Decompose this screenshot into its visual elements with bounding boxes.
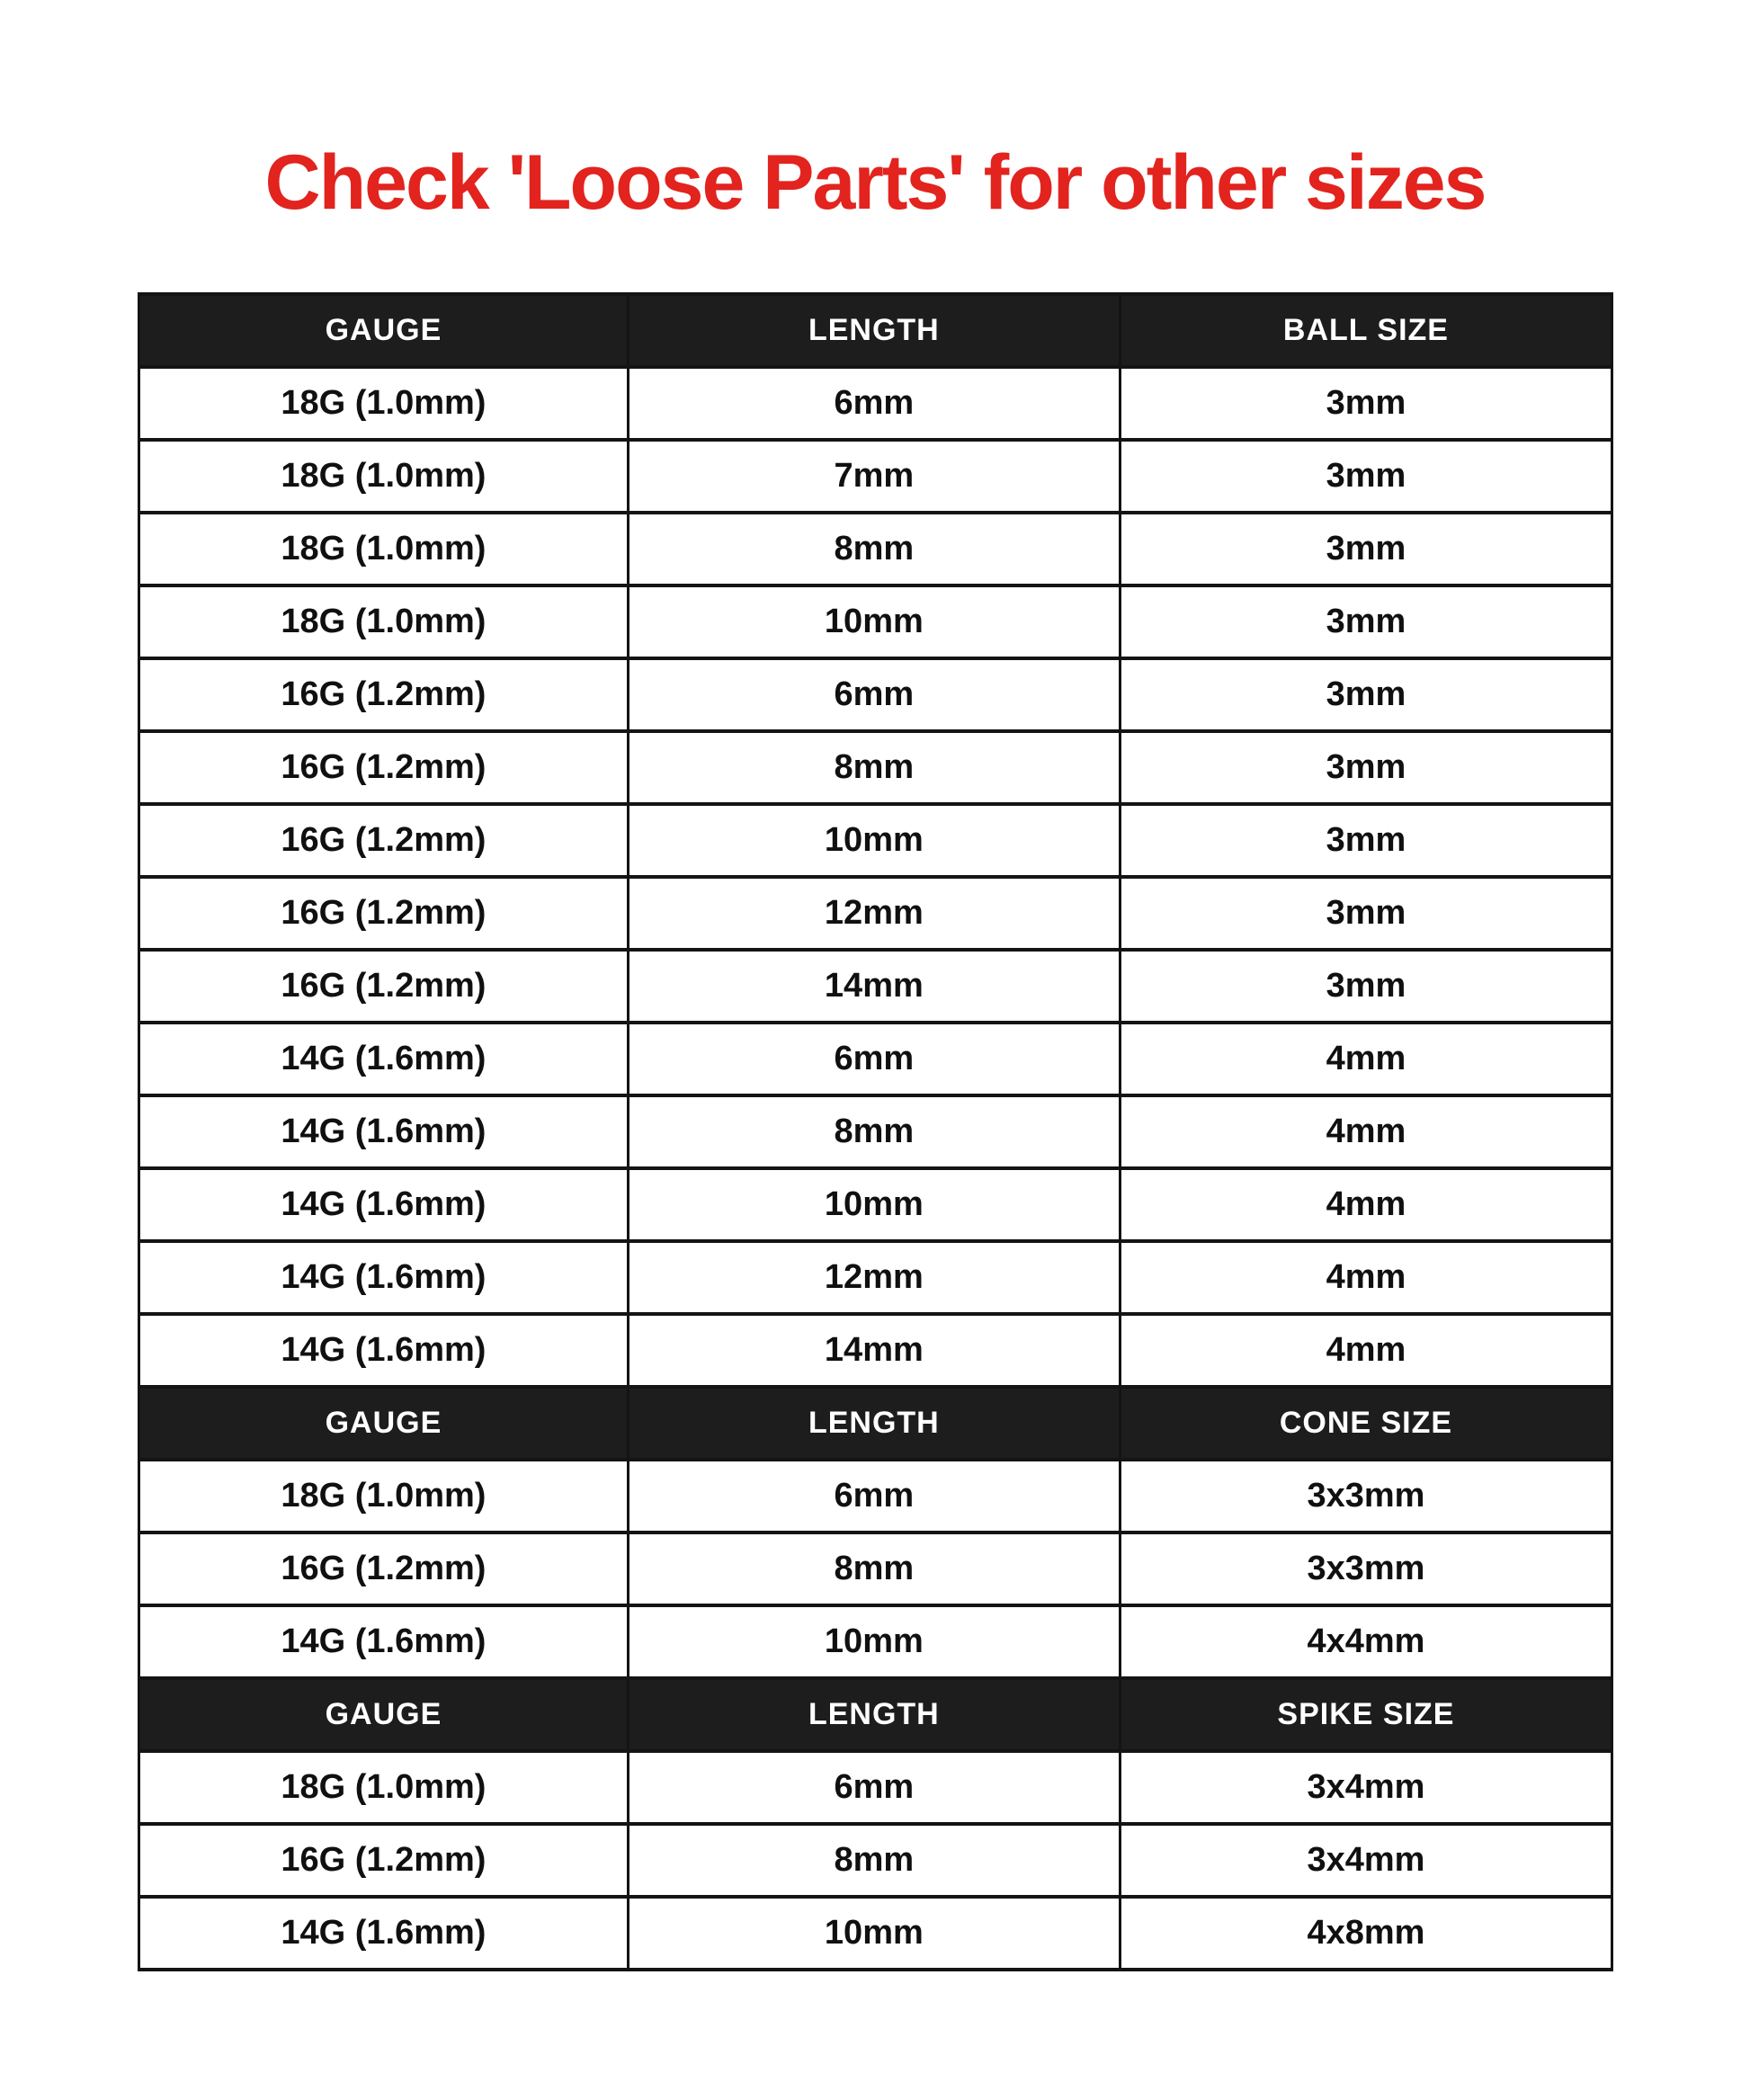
column-header: SPIKE SIZE (1118, 1676, 1614, 1753)
table-cell: 3mm (1118, 365, 1614, 442)
table-cell: 18G (1.0mm) (138, 1458, 629, 1534)
column-header: GAUGE (138, 1676, 629, 1753)
table-cell: 10mm (626, 1895, 1121, 1971)
table-cell: 3mm (1118, 438, 1614, 514)
table-row: 16G (1.2mm) 14mm 3mm (138, 948, 1614, 1024)
table-cell: 14G (1.6mm) (138, 1239, 629, 1316)
column-header: LENGTH (626, 1385, 1121, 1461)
table-row: 14G (1.6mm) 8mm 4mm (138, 1094, 1614, 1170)
header-row-section-2: GAUGE LENGTH SPIKE SIZE (138, 1676, 1614, 1753)
table-cell: 10mm (626, 802, 1121, 879)
table-cell: 12mm (626, 1239, 1121, 1316)
table-cell: 14mm (626, 948, 1121, 1024)
table-cell: 16G (1.2mm) (138, 802, 629, 879)
table-row: 14G (1.6mm) 10mm 4x8mm (138, 1895, 1614, 1971)
table-row: 18G (1.0mm) 10mm 3mm (138, 584, 1614, 660)
table-cell: 6mm (626, 1749, 1121, 1826)
table-cell: 6mm (626, 657, 1121, 733)
table-row: 18G (1.0mm) 7mm 3mm (138, 438, 1614, 514)
column-header: BALL SIZE (1118, 292, 1614, 369)
table-cell: 18G (1.0mm) (138, 1749, 629, 1826)
table-cell: 4x8mm (1118, 1895, 1614, 1971)
table-cell: 3x3mm (1118, 1531, 1614, 1607)
table-row: 16G (1.2mm) 12mm 3mm (138, 875, 1614, 952)
table-row: 14G (1.6mm) 6mm 4mm (138, 1021, 1614, 1097)
table-cell: 18G (1.0mm) (138, 584, 629, 660)
column-header: GAUGE (138, 1385, 629, 1461)
table-cell: 8mm (626, 511, 1121, 587)
table-row: 14G (1.6mm) 10mm 4mm (138, 1166, 1614, 1243)
table-row: 16G (1.2mm) 10mm 3mm (138, 802, 1614, 879)
header-row-section-0: GAUGE LENGTH BALL SIZE (138, 292, 1614, 369)
table-row: 14G (1.6mm) 10mm 4x4mm (138, 1604, 1614, 1680)
table-cell: 6mm (626, 365, 1121, 442)
size-chart: GAUGE LENGTH BALL SIZE 18G (1.0mm) 6mm 3mm 18G… (138, 292, 1614, 1971)
column-header: CONE SIZE (1118, 1385, 1614, 1461)
table-cell: 16G (1.2mm) (138, 729, 629, 806)
table-cell: 14G (1.6mm) (138, 1312, 629, 1389)
table-row: 16G (1.2mm) 6mm 3mm (138, 657, 1614, 733)
table-cell: 16G (1.2mm) (138, 875, 629, 952)
table-cell: 10mm (626, 1604, 1121, 1680)
table-cell: 16G (1.2mm) (138, 1531, 629, 1607)
table-cell: 4mm (1118, 1166, 1614, 1243)
size-chart-table: GAUGE LENGTH BALL SIZE 18G (1.0mm) 6mm 3mm 18G… (138, 292, 1614, 1971)
table-row: 16G (1.2mm) 8mm 3mm (138, 729, 1614, 806)
page-title: Check 'Loose Parts' for other sizes (264, 139, 1487, 226)
table-cell: 8mm (626, 729, 1121, 806)
table-cell: 4mm (1118, 1021, 1614, 1097)
table-cell: 14G (1.6mm) (138, 1166, 629, 1243)
table-cell: 16G (1.2mm) (138, 657, 629, 733)
table-cell: 8mm (626, 1094, 1121, 1170)
table-cell: 14G (1.6mm) (138, 1895, 629, 1971)
table-cell: 7mm (626, 438, 1121, 514)
table-cell: 8mm (626, 1822, 1121, 1899)
table-cell: 4mm (1118, 1239, 1614, 1316)
table-cell: 18G (1.0mm) (138, 511, 629, 587)
table-cell: 14mm (626, 1312, 1121, 1389)
table-cell: 18G (1.0mm) (138, 365, 629, 442)
table-cell: 3mm (1118, 802, 1614, 879)
table-cell: 4mm (1118, 1312, 1614, 1389)
table-cell: 8mm (626, 1531, 1121, 1607)
table-row: 18G (1.0mm) 8mm 3mm (138, 511, 1614, 587)
table-cell: 3mm (1118, 584, 1614, 660)
table-cell: 10mm (626, 584, 1121, 660)
table-cell: 12mm (626, 875, 1121, 952)
column-header: GAUGE (138, 292, 629, 369)
table-row: 14G (1.6mm) 12mm 4mm (138, 1239, 1614, 1316)
table-cell: 14G (1.6mm) (138, 1021, 629, 1097)
table-row: 14G (1.6mm) 14mm 4mm (138, 1312, 1614, 1389)
table-cell: 14G (1.6mm) (138, 1604, 629, 1680)
table-row: 18G (1.0mm) 6mm 3x3mm (138, 1458, 1614, 1534)
table-cell: 3mm (1118, 729, 1614, 806)
table-cell: 18G (1.0mm) (138, 438, 629, 514)
table-row: 18G (1.0mm) 6mm 3mm (138, 365, 1614, 442)
table-cell: 3mm (1118, 657, 1614, 733)
table-cell: 6mm (626, 1021, 1121, 1097)
table-cell: 3x3mm (1118, 1458, 1614, 1534)
table-cell: 16G (1.2mm) (138, 1822, 629, 1899)
table-cell: 3mm (1118, 875, 1614, 952)
table-row: 16G (1.2mm) 8mm 3x4mm (138, 1822, 1614, 1899)
table-cell: 4x4mm (1118, 1604, 1614, 1680)
table-cell: 3mm (1118, 511, 1614, 587)
column-header: LENGTH (626, 1676, 1121, 1753)
table-cell: 3x4mm (1118, 1822, 1614, 1899)
table-cell: 10mm (626, 1166, 1121, 1243)
table-row: 18G (1.0mm) 6mm 3x4mm (138, 1749, 1614, 1826)
table-cell: 4mm (1118, 1094, 1614, 1170)
table-row: 16G (1.2mm) 8mm 3x3mm (138, 1531, 1614, 1607)
column-header: LENGTH (626, 292, 1121, 369)
table-cell: 3x4mm (1118, 1749, 1614, 1826)
table-cell: 16G (1.2mm) (138, 948, 629, 1024)
table-cell: 6mm (626, 1458, 1121, 1534)
size-chart-body: GAUGE LENGTH BALL SIZE 18G (1.0mm) 6mm 3mm 18G… (138, 292, 1614, 1971)
table-cell: 14G (1.6mm) (138, 1094, 629, 1170)
table-cell: 3mm (1118, 948, 1614, 1024)
header-row-section-1: GAUGE LENGTH CONE SIZE (138, 1385, 1614, 1461)
